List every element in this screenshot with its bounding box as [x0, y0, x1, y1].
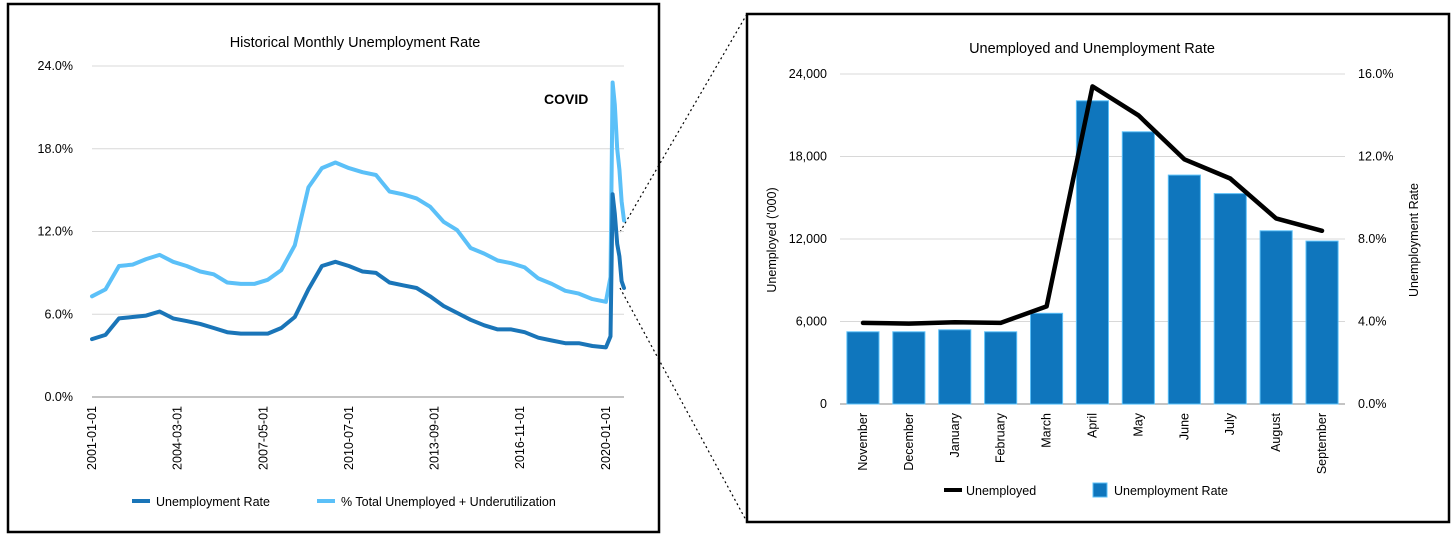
- right-y-axis-label: Unemployed ('000): [765, 187, 779, 292]
- legend-swatch-unemployment-rate: [132, 499, 150, 503]
- right-line-series: [860, 84, 1325, 326]
- bar-july: [1213, 193, 1247, 405]
- right-y-tick-label: 6,000: [796, 315, 827, 329]
- left-y-tick-label: 12.0%: [38, 225, 73, 239]
- left-x-tick-label: 2001-01-01: [85, 406, 99, 470]
- right-y2-tick-label: 0.0%: [1358, 397, 1387, 411]
- right-y2-tick-label: 12.0%: [1358, 150, 1393, 164]
- right-x-tick-label-july: July: [1223, 412, 1237, 435]
- right-x-tick-labels: November December January February March Apri…: [856, 412, 1329, 474]
- bar-september: [1305, 240, 1339, 405]
- right-chart: Unemployed and Unemployment Rate 0 6,000 1…: [765, 41, 1421, 498]
- bar-may: [1121, 131, 1155, 405]
- legend-label-unemployment-rate: Unemployment Rate: [156, 495, 270, 509]
- bar-february: [984, 331, 1018, 405]
- left-series: [90, 80, 626, 350]
- right-x-tick-label-march: March: [1040, 413, 1054, 448]
- right-right-y-tick-labels: 0.0% 4.0% 8.0% 12.0% 16.0%: [1358, 67, 1393, 411]
- right-chart-title: Unemployed and Unemployment Rate: [969, 41, 1215, 57]
- legend-label-unemployment-rate-bar: Unemployment Rate: [1114, 484, 1228, 498]
- zoom-connector-top: [619, 13, 748, 233]
- left-chart-title: Historical Monthly Unemployment Rate: [230, 35, 481, 51]
- right-y-tick-label: 12,000: [789, 232, 827, 246]
- bar-april: [1075, 100, 1110, 405]
- right-bars: [846, 100, 1339, 405]
- left-x-tick-label: 2004-03-01: [171, 406, 185, 470]
- legend-swatch-underutilization: [317, 499, 335, 503]
- right-y2-axis-label: Unemployment Rate: [1407, 183, 1421, 297]
- left-y-tick-label: 24.0%: [38, 59, 73, 73]
- left-chart: Historical Monthly Unemployment Rate 0.0…: [38, 35, 626, 509]
- right-y2-tick-label: 16.0%: [1358, 67, 1393, 81]
- left-series-line-total-unemployed-underutilization: [90, 80, 626, 304]
- left-chart-frame: [6, 2, 661, 534]
- left-x-tick-label: 2016-11-01: [513, 406, 527, 469]
- unemployed-line: [860, 84, 1325, 326]
- legend-swatch-unemployed: [944, 488, 962, 492]
- right-x-tick-label-february: February: [994, 412, 1008, 463]
- right-legend: Unemployed Unemployment Rate: [944, 482, 1228, 498]
- left-y-tick-label: 6.0%: [45, 307, 74, 321]
- left-x-tick-label: 2020-01-01: [599, 406, 613, 470]
- bar-june: [1167, 174, 1201, 405]
- right-x-tick-label-december: December: [902, 413, 916, 471]
- right-y2-tick-label: 8.0%: [1358, 232, 1387, 246]
- legend-swatch-unemployment-rate-bar: [1092, 482, 1108, 498]
- right-chart-frame: [745, 12, 1451, 524]
- bar-march: [1030, 312, 1064, 405]
- zoom-connector-bottom: [619, 287, 748, 523]
- left-gridlines: [92, 65, 624, 398]
- left-x-tick-label: 2007-05-01: [256, 406, 270, 470]
- right-x-tick-label-september: September: [1315, 413, 1329, 474]
- left-x-tick-labels: 2001-01-01 2004-03-01 2007-05-01 2010-07-01…: [85, 406, 613, 470]
- left-y-tick-label: 0.0%: [45, 390, 74, 404]
- right-y2-tick-label: 4.0%: [1358, 315, 1387, 329]
- left-y-tick-labels: 0.0% 6.0% 12.0% 18.0% 24.0%: [38, 59, 73, 404]
- right-y-tick-label: 18,000: [789, 150, 827, 164]
- right-y-tick-label: 0: [820, 397, 827, 411]
- right-x-tick-label-january: January: [948, 412, 962, 457]
- right-x-tick-label-may: May: [1131, 412, 1145, 436]
- bar-august: [1259, 230, 1293, 405]
- right-x-tick-label-april: April: [1086, 413, 1100, 438]
- bar-january: [938, 329, 972, 405]
- right-x-tick-label-august: August: [1269, 412, 1283, 451]
- right-y-tick-label: 24,000: [789, 67, 827, 81]
- left-y-tick-label: 18.0%: [38, 142, 73, 156]
- left-legend: Unemployment Rate % Total Unemployed + U…: [132, 495, 556, 509]
- bar-november: [846, 331, 880, 405]
- right-left-y-tick-labels: 0 6,000 12,000 18,000 24,000: [789, 67, 827, 411]
- right-x-tick-label-november: November: [856, 413, 870, 471]
- legend-label-unemployed: Unemployed: [966, 484, 1036, 498]
- left-series-line-unemployment-rate: [90, 192, 626, 350]
- right-x-tick-label-june: June: [1177, 413, 1191, 440]
- covid-annotation: COVID: [544, 91, 588, 107]
- left-x-tick-label: 2010-07-01: [342, 406, 356, 470]
- left-x-tick-label: 2013-09-01: [428, 406, 442, 470]
- bar-december: [892, 331, 926, 405]
- legend-label-underutilization: % Total Unemployed + Underutilization: [341, 495, 556, 509]
